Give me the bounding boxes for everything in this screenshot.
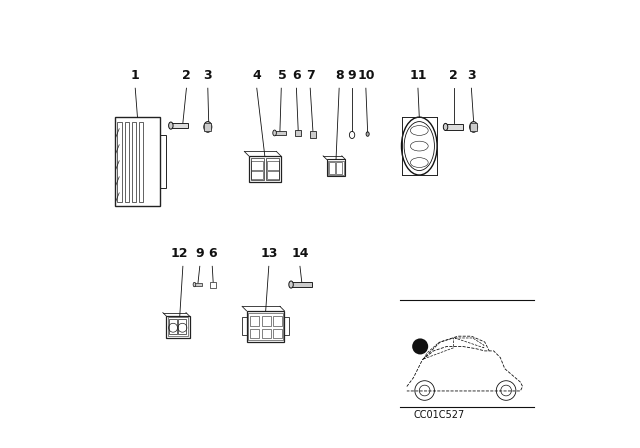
- Bar: [266, 158, 279, 180]
- Bar: [310, 130, 316, 138]
- Bar: [291, 282, 312, 287]
- Text: 2: 2: [449, 69, 458, 82]
- Circle shape: [412, 338, 428, 354]
- Ellipse shape: [366, 132, 369, 136]
- Text: 2: 2: [182, 69, 191, 82]
- Text: 14: 14: [291, 246, 308, 260]
- Bar: [117, 121, 122, 202]
- Bar: [470, 123, 477, 130]
- Bar: [273, 329, 282, 338]
- Bar: [326, 159, 346, 177]
- Ellipse shape: [168, 122, 173, 129]
- Bar: [251, 161, 264, 170]
- Text: 13: 13: [260, 246, 278, 260]
- Bar: [166, 316, 189, 337]
- Text: 5: 5: [278, 69, 287, 82]
- Bar: [250, 316, 259, 326]
- Bar: [262, 329, 271, 338]
- Text: 6: 6: [292, 69, 301, 82]
- Text: 6: 6: [208, 246, 216, 260]
- Ellipse shape: [273, 130, 276, 136]
- Bar: [273, 316, 282, 326]
- Bar: [204, 123, 211, 130]
- Bar: [171, 123, 188, 128]
- Text: CC01C527: CC01C527: [413, 410, 465, 420]
- Text: 1: 1: [131, 69, 140, 82]
- Bar: [275, 131, 285, 135]
- Bar: [132, 121, 136, 202]
- Text: 7: 7: [306, 69, 315, 82]
- Text: 12: 12: [171, 246, 189, 260]
- Bar: [139, 121, 143, 202]
- Text: 8: 8: [335, 69, 344, 82]
- Bar: [242, 318, 246, 335]
- Bar: [210, 282, 216, 288]
- Ellipse shape: [289, 281, 293, 288]
- Ellipse shape: [470, 121, 477, 132]
- Text: 9: 9: [348, 69, 356, 82]
- Bar: [168, 318, 188, 336]
- Bar: [246, 311, 284, 342]
- Text: 10: 10: [357, 69, 374, 82]
- Bar: [250, 158, 264, 180]
- Bar: [250, 329, 259, 338]
- Bar: [330, 162, 335, 174]
- Text: 3: 3: [204, 69, 212, 82]
- Bar: [284, 318, 289, 335]
- Bar: [160, 135, 166, 188]
- Bar: [337, 162, 342, 174]
- Text: 4: 4: [252, 69, 261, 82]
- Ellipse shape: [204, 121, 212, 132]
- Bar: [251, 171, 264, 180]
- Ellipse shape: [444, 123, 448, 130]
- Bar: [249, 156, 281, 182]
- Bar: [169, 319, 177, 334]
- Bar: [295, 130, 301, 136]
- Bar: [115, 117, 160, 206]
- Bar: [262, 316, 271, 326]
- Bar: [267, 171, 279, 180]
- Bar: [248, 313, 283, 340]
- Ellipse shape: [193, 282, 196, 287]
- Text: 3: 3: [467, 69, 476, 82]
- Bar: [125, 121, 129, 202]
- Bar: [328, 161, 344, 175]
- Text: 11: 11: [409, 69, 427, 82]
- Bar: [445, 124, 463, 129]
- Bar: [195, 283, 202, 286]
- Text: 9: 9: [195, 246, 204, 260]
- Bar: [267, 161, 279, 170]
- Bar: [179, 319, 186, 334]
